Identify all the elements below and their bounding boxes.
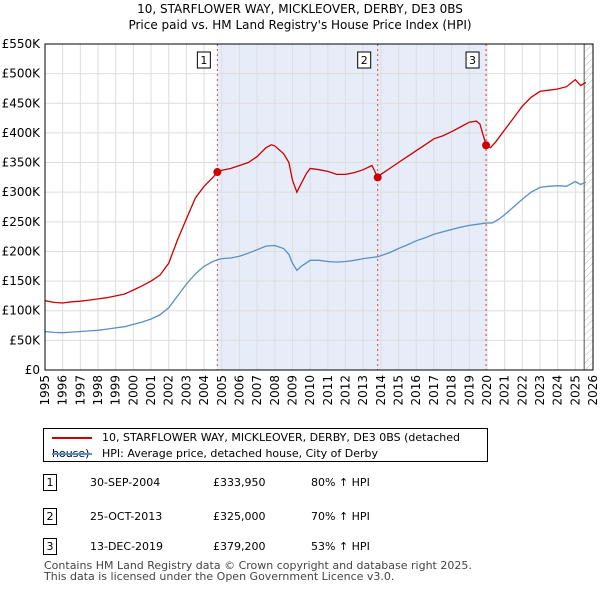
x-tick-label: 2009: [285, 375, 299, 406]
sale-point-1: [213, 168, 222, 177]
chart-legend: 10, STARFLOWER WAY, MICKLEOVER, DERBY, D…: [43, 428, 488, 462]
x-tick-label: 2019: [462, 375, 476, 406]
y-tick-label: £450K: [2, 96, 42, 110]
x-tick-label: 2014: [374, 375, 388, 406]
x-tick-label: 2018: [445, 375, 459, 406]
y-tick-label: £500K: [2, 67, 42, 81]
x-tick-label: 2005: [215, 375, 229, 406]
x-tick-label: 2016: [409, 375, 423, 406]
footer-copyright: Contains HM Land Registry data © Crown c…: [44, 559, 472, 572]
x-tick-label: 2002: [162, 375, 176, 406]
sale-point-3: [482, 141, 491, 150]
sale-point-2: [373, 173, 382, 182]
x-tick-label: 1997: [73, 375, 87, 406]
sale-date-1: 30-SEP-2004: [90, 476, 161, 489]
sale-price-1: £333,950: [213, 476, 266, 489]
footer: Contains HM Land Registry data © Crown c…: [44, 560, 472, 582]
price-chart: 1 2 3 £0 £50K £100K £150K £200K £250K £300K £350K £…: [2, 37, 600, 406]
y-tick-label: £50K: [9, 333, 41, 347]
y-tick-label: £150K: [2, 274, 42, 288]
sale-hpi-2: 70% ↑ HPI: [311, 510, 370, 523]
x-tick-label: 2001: [144, 375, 158, 406]
plot-frame: [44, 43, 594, 371]
legend-item-property: 10, STARFLOWER WAY, MICKLEOVER, DERBY, D…: [52, 430, 487, 460]
x-tick-label: 2000: [126, 375, 140, 406]
x-tick-label: 2021: [498, 375, 512, 406]
sale-label-box-2: [357, 51, 372, 69]
sale-label-box-1: [196, 51, 211, 69]
sale-marker-box-2: 2: [43, 508, 57, 525]
sale-date-2: 25-OCT-2013: [90, 510, 163, 523]
x-tick-label: 2012: [339, 375, 353, 406]
series-line-property: [44, 78, 587, 304]
legend-label-hpi: HPI: Average price, detached house, City…: [102, 447, 379, 460]
x-tick-label: 2013: [356, 375, 370, 406]
y-tick-label: £100K: [2, 304, 42, 318]
y-tick-label: £550K: [2, 37, 42, 51]
legend-item-hpi: HPI: Average price, detached house, City…: [52, 446, 378, 462]
footer-licence: This data is licensed under the Open Gov…: [44, 570, 395, 583]
x-tick-label: 2008: [268, 375, 282, 406]
sale-price-2: £325,000: [213, 510, 266, 523]
sale-label-1: 1: [200, 54, 207, 67]
series-line-hpi: [44, 180, 587, 334]
x-tick-label: 2004: [197, 375, 211, 406]
y-tick-label: £0: [25, 363, 40, 377]
legend-line-blue: [52, 453, 92, 455]
sale-date-3: 13-DEC-2019: [90, 540, 164, 553]
x-tick-label: 1999: [109, 375, 123, 406]
sale-marker-box-1: 1: [43, 474, 57, 491]
sale-label-box-3: [465, 51, 480, 69]
x-tick-label: 2024: [551, 375, 565, 406]
forecast-hatch: [584, 44, 593, 370]
x-tick-label: 2003: [179, 375, 193, 406]
y-tick-label: £250K: [2, 215, 42, 229]
y-tick-label: £350K: [2, 156, 42, 170]
sale-price-3: £379,200: [213, 540, 266, 553]
sale-label-3: 3: [469, 54, 476, 67]
y-tick-label: £400K: [2, 126, 42, 140]
x-tick-label: 2023: [533, 375, 547, 406]
x-tick-label: 2017: [427, 375, 441, 406]
sale-label-2: 2: [361, 54, 368, 67]
y-tick-label: £200K: [2, 244, 42, 258]
x-tick-label: 2010: [303, 375, 317, 406]
chart-title: 10, STARFLOWER WAY, MICKLEOVER, DERBY, D…: [137, 2, 463, 16]
x-tick-label: 1995: [38, 375, 52, 406]
sale-hpi-3: 53% ↑ HPI: [311, 540, 370, 553]
x-tick-label: 2025: [568, 375, 582, 406]
sale-marker-box-3: 3: [43, 538, 57, 555]
x-tick-label: 2011: [321, 375, 335, 406]
x-tick-label: 1998: [91, 375, 105, 406]
y-tick-label: £300K: [2, 185, 42, 199]
legend-line-red: [52, 437, 92, 439]
x-tick-label: 2006: [232, 375, 246, 406]
chart-subtitle: Price paid vs. HM Land Registry's House …: [128, 18, 472, 32]
x-tick-label: 1996: [56, 375, 70, 406]
sale-hpi-1: 80% ↑ HPI: [311, 476, 370, 489]
x-tick-label: 2026: [586, 375, 600, 406]
shaded-ownership-span: [217, 44, 487, 370]
x-tick-label: 2020: [480, 375, 494, 406]
x-tick-label: 2022: [515, 375, 529, 406]
x-tick-label: 2007: [250, 375, 264, 406]
x-tick-label: 2015: [392, 375, 406, 406]
